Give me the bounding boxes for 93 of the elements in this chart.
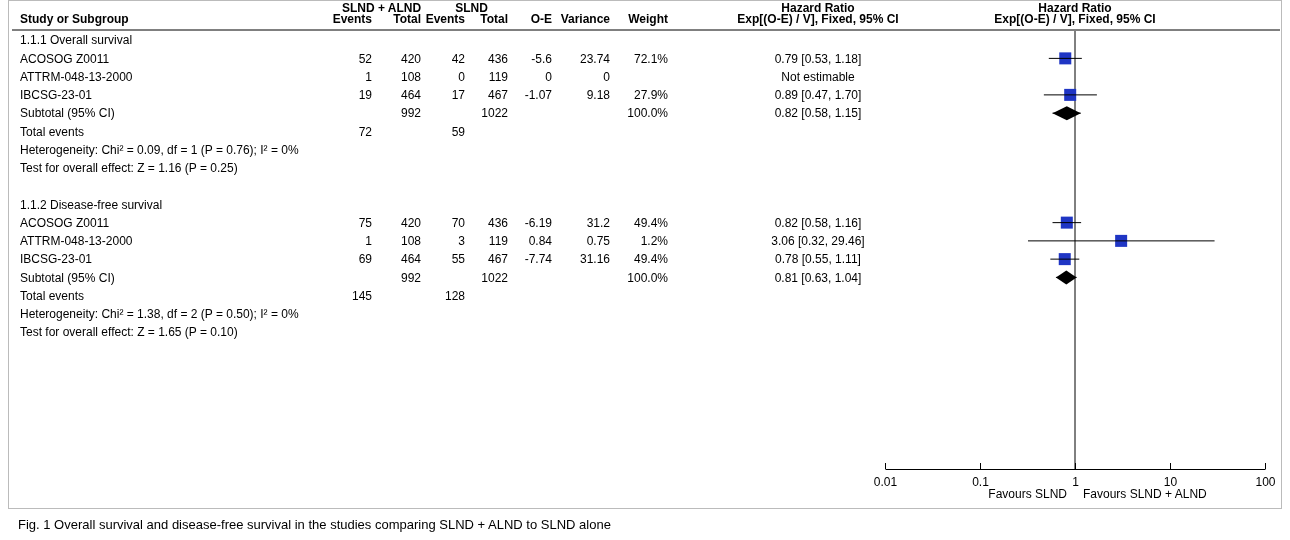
text: -6.19 [524,215,552,230]
x-tick-label: 100 [1255,475,1276,490]
category-label: Total events [20,288,85,303]
text: 23.74 [579,51,610,66]
category-label: Subtotal (95% CI) [20,106,115,121]
text: -7.74 [524,252,552,267]
text: 49.4% [633,252,668,267]
text: 3.06 [0.32, 29.46] [771,234,865,249]
category-label: Events [425,12,466,26]
text: 17 [451,88,465,103]
category-label: ATTRM-048-13-2000 [20,69,133,84]
text: 31.16 [579,252,610,267]
text: 436 [487,215,508,230]
category-label: Exp[(O-E) / V], Fixed, 95% CI [737,12,899,26]
text: 1.2% [640,234,668,249]
text: 100.0% [627,106,668,121]
text: 19 [358,88,372,103]
text: 0.82 [0.58, 1.16] [774,215,862,230]
category-label: Heterogeneity: Chi² = 0.09, df = 1 (P = 0.76); I² = 0% [20,142,299,157]
text: 100.0% [627,270,668,285]
text: 0.75 [586,234,610,249]
text: 992 [400,106,421,121]
text: 0.78 [0.55, 1.11] [775,252,861,267]
text: 467 [487,252,508,267]
text: 992 [400,270,421,285]
category-label: Subtotal (95% CI) [20,270,115,285]
text: 59 [451,124,465,139]
text: 72.1% [633,51,668,66]
text: 52 [358,51,372,66]
text: 69 [358,252,372,267]
category-label: ATTRM-048-13-2000 [20,234,133,249]
category-label: Test for overall effect: Z = 1.16 (P = 0.25) [20,161,238,176]
category-label: IBCSG-23-01 [20,252,93,267]
category-label: Variance [560,12,611,26]
category-label: Weight [628,12,668,26]
text: 3 [458,234,465,249]
text: 464 [400,88,421,103]
text: 72 [358,124,372,139]
text: 27.9% [633,88,668,103]
text: 70 [451,215,465,230]
text: 0.89 [0.47, 1.70] [774,88,862,103]
text: 464 [400,252,421,267]
text: 1022 [481,106,508,121]
category-label: Total [480,12,508,26]
text: 55 [451,252,465,267]
x-tick-label: 1 [1072,475,1080,490]
text: 1 [365,69,372,84]
text: 128 [444,288,465,303]
text: -1.07 [524,88,552,103]
text: 0 [603,69,610,84]
text: 75 [358,215,372,230]
category-label: 1.1.1 Overall survival [20,33,133,48]
text: 9.18 [586,88,610,103]
text: -5.6 [531,51,552,66]
category-label: ACOSOG Z0011 [20,51,110,66]
category-label: Total [393,12,421,26]
text: 0 [458,69,465,84]
text: 108 [400,234,421,249]
text: 436 [487,51,508,66]
text: 1022 [481,270,508,285]
text: 1 [365,234,372,249]
text: 0.81 [0.63, 1.04] [774,270,862,285]
text: Favours SLND + ALND [1083,487,1208,501]
text: 42 [451,51,465,66]
chart-subtitle: Exp[(O-E) / V], Fixed, 95% CI [994,12,1156,26]
text: 0.79 [0.53, 1.18] [774,51,862,66]
text: 119 [488,69,508,84]
text: Study or Subgroup [20,12,129,26]
category-label: Heterogeneity: Chi² = 1.38, df = 2 (P = 0.50); I² = 0% [20,307,299,322]
category-label: O-E [530,12,552,26]
x-tick-label: 0.01 [873,475,898,490]
text: 49.4% [633,215,668,230]
text: 467 [487,88,508,103]
text: 0.82 [0.58, 1.15] [774,106,862,121]
text: 420 [400,51,421,66]
text: 108 [400,69,421,84]
category-label: ACOSOG Z0011 [20,215,110,230]
text: 0 [545,69,552,84]
text: Favours SLND [988,487,1068,501]
category-label: 1.1.2 Disease-free survival [20,197,163,212]
x-tick-label: 10 [1163,475,1178,490]
text: 420 [400,215,421,230]
x-tick-label: 0.1 [972,475,990,490]
text: 31.2 [586,215,610,230]
text: Not estimable [781,69,855,84]
category-label: Total events [20,124,85,139]
category-label: Events [332,12,373,26]
text: 119 [488,234,508,249]
category-label: IBCSG-23-01 [20,88,93,103]
text: Fig. 1 Overall survival and disease-free survival in the studies comparing SLND + ALND to SLND alone [18,516,611,532]
category-label: Test for overall effect: Z = 1.65 (P = 0.10) [20,325,238,340]
text: 0.84 [528,234,552,249]
text: 145 [351,288,372,303]
